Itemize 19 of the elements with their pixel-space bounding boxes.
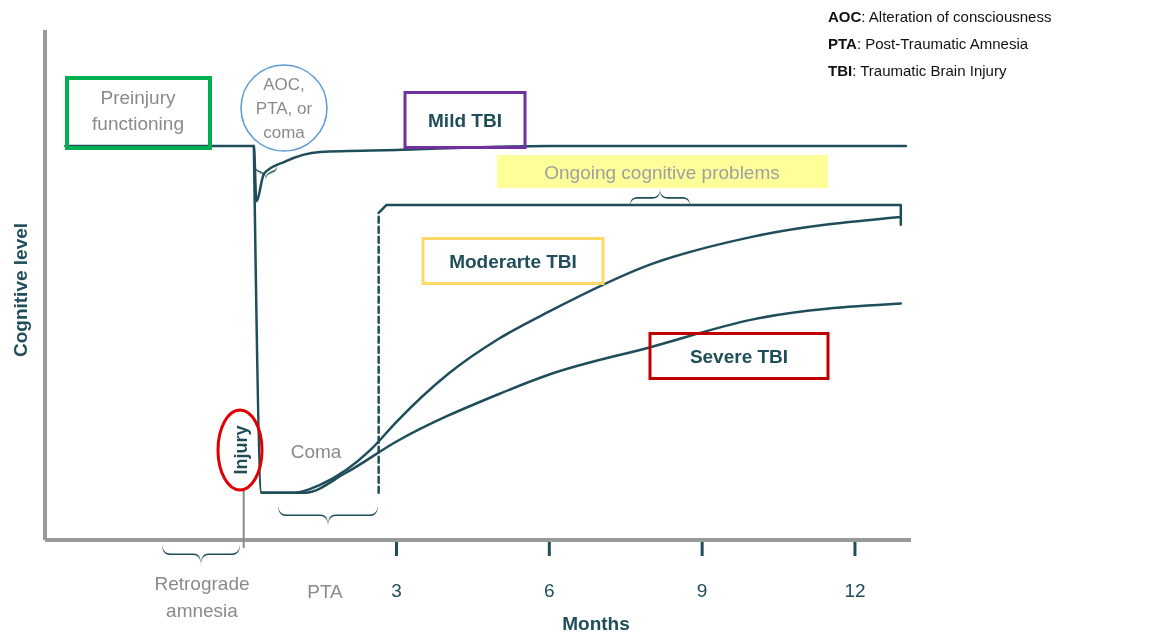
text: Preinjury functioning — [92, 87, 184, 134]
x-tick-label: 12 — [844, 580, 866, 601]
text: AOC, PTA, or coma — [255, 75, 313, 142]
text: Retrograde amnesia — [154, 573, 250, 621]
text: PTA: Post-Traumatic Amnesia — [828, 35, 1029, 52]
x-tick-label: 6 — [544, 580, 555, 601]
x-tick-label: 9 — [696, 580, 708, 601]
annotation: Coma — [290, 441, 342, 462]
annotation: Ongoing cognitive problems — [544, 162, 780, 183]
y-axis-title: Cognitive level — [10, 222, 31, 358]
annotation: Injury — [231, 425, 251, 475]
series-label: Severe TBI — [689, 346, 789, 367]
text: AOC: Alteration of consciousness — [828, 8, 1052, 25]
text: TBI: Traumatic Brain Injury — [828, 62, 1007, 79]
text: PTA — [307, 581, 344, 602]
series-label: Mild TBI — [428, 110, 502, 131]
series-label: Moderarte TBI — [449, 251, 577, 272]
x-axis-title: Months — [562, 613, 630, 634]
x-tick-label: 3 — [391, 580, 402, 601]
